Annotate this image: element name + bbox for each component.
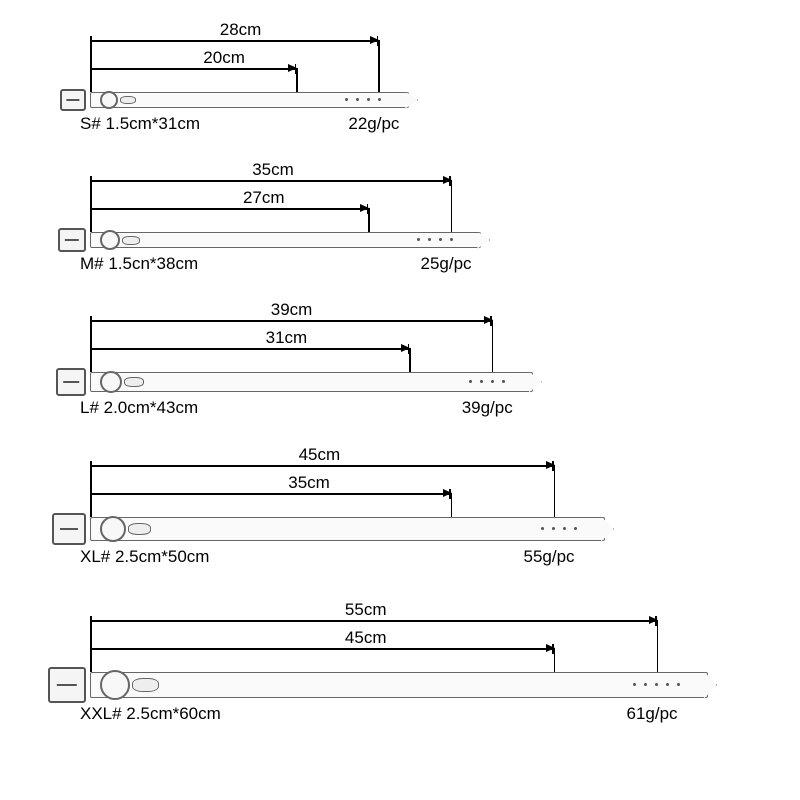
- bone-charm-icon: [120, 96, 136, 104]
- buckle-icon: [56, 368, 86, 396]
- outer-dimension-line: [90, 465, 554, 467]
- hole: [677, 683, 680, 686]
- outer-measurement-label: 39cm: [271, 300, 313, 320]
- hole: [541, 527, 544, 530]
- d-ring-icon: [100, 670, 130, 700]
- d-ring-icon: [100, 516, 126, 542]
- weight-label: 61g/pc: [627, 704, 678, 724]
- hole: [574, 527, 577, 530]
- inner-dimension-line: [90, 68, 296, 70]
- collar-strap: [90, 517, 605, 541]
- bone-charm-icon: [132, 678, 159, 692]
- size-label: XXL# 2.5cm*60cm: [80, 704, 221, 724]
- hole: [633, 683, 636, 686]
- hole: [439, 238, 442, 241]
- hole: [491, 380, 494, 383]
- adjustment-holes: [469, 380, 505, 383]
- size-label: M# 1.5cn*38cm: [80, 254, 198, 274]
- hole: [502, 380, 505, 383]
- size-label: S# 1.5cm*31cm: [80, 114, 200, 134]
- bone-charm-icon: [122, 236, 140, 245]
- outer-measurement-label: 55cm: [345, 600, 387, 620]
- outer-measurement-label: 35cm: [252, 160, 294, 180]
- inner-measurement-label: 27cm: [243, 188, 285, 208]
- inner-dimension-line: [90, 208, 368, 210]
- collar-strap: [90, 372, 533, 392]
- size-label: L# 2.0cm*43cm: [80, 398, 198, 418]
- dimension-tail: [368, 208, 370, 232]
- outer-dimension-line: [90, 320, 492, 322]
- dimension-tail: [657, 620, 659, 672]
- hole: [644, 683, 647, 686]
- size-label: XL# 2.5cm*50cm: [80, 547, 209, 567]
- dimension-tail: [554, 648, 556, 672]
- hole: [480, 380, 483, 383]
- d-ring-icon: [100, 230, 120, 250]
- inner-measurement-label: 45cm: [345, 628, 387, 648]
- inner-measurement-label: 20cm: [203, 48, 245, 68]
- outer-dimension-line: [90, 180, 451, 182]
- hole: [356, 98, 359, 101]
- bone-charm-icon: [128, 523, 151, 535]
- weight-label: 25g/pc: [421, 254, 472, 274]
- dimension-tail: [296, 68, 298, 92]
- hole: [552, 527, 555, 530]
- inner-dimension-line: [90, 493, 451, 495]
- hole: [428, 238, 431, 241]
- dimension-tail: [451, 180, 453, 232]
- hole: [655, 683, 658, 686]
- dimension-tail: [409, 348, 411, 372]
- buckle-icon: [48, 667, 86, 703]
- adjustment-holes: [417, 238, 453, 241]
- weight-label: 39g/pc: [462, 398, 513, 418]
- hole: [367, 98, 370, 101]
- adjustment-holes: [633, 683, 680, 686]
- collar-strap: [90, 672, 708, 698]
- inner-measurement-label: 31cm: [266, 328, 308, 348]
- hole: [469, 380, 472, 383]
- hole: [417, 238, 420, 241]
- dimension-tail: [554, 465, 556, 517]
- hole: [666, 683, 669, 686]
- bone-charm-icon: [124, 377, 144, 387]
- adjustment-holes: [541, 527, 577, 530]
- hole: [450, 238, 453, 241]
- hole: [378, 98, 381, 101]
- outer-dimension-line: [90, 620, 657, 622]
- inner-dimension-line: [90, 648, 554, 650]
- inner-measurement-label: 35cm: [288, 473, 330, 493]
- dimension-tail: [492, 320, 494, 372]
- outer-measurement-label: 28cm: [220, 20, 262, 40]
- d-ring-icon: [100, 371, 122, 393]
- dimension-tail: [451, 493, 453, 517]
- hole: [345, 98, 348, 101]
- dimension-tail: [378, 40, 380, 92]
- hole: [563, 527, 566, 530]
- inner-dimension-line: [90, 348, 409, 350]
- buckle-icon: [52, 513, 86, 545]
- d-ring-icon: [100, 91, 118, 109]
- buckle-icon: [60, 89, 86, 111]
- weight-label: 55g/pc: [524, 547, 575, 567]
- adjustment-holes: [345, 98, 381, 101]
- buckle-icon: [58, 228, 86, 252]
- outer-dimension-line: [90, 40, 378, 42]
- weight-label: 22g/pc: [348, 114, 399, 134]
- outer-measurement-label: 45cm: [299, 445, 341, 465]
